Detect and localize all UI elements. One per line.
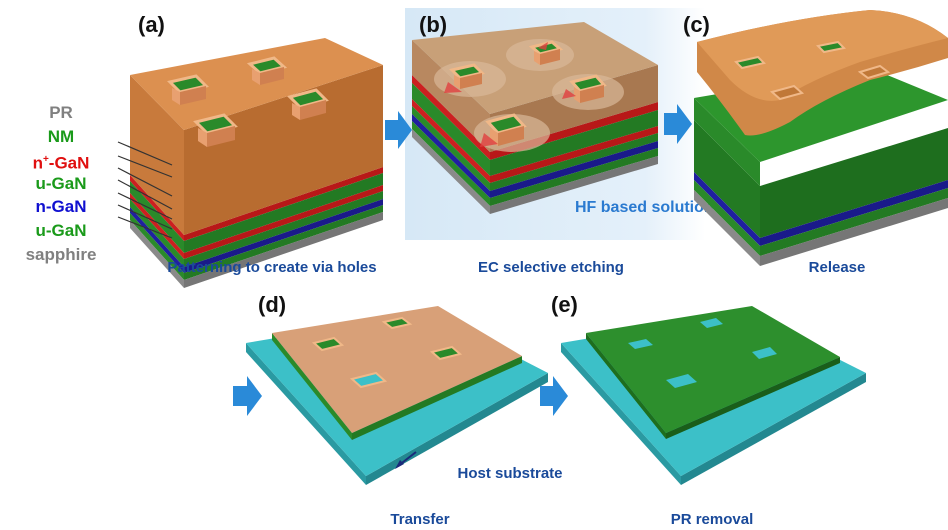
panel-e-membrane: [586, 306, 840, 439]
arrow-b-to-c: [664, 104, 692, 144]
panel-label-d: (d): [258, 292, 286, 317]
caption-b: EC selective etching: [478, 259, 624, 276]
hf-solution-label: HF based solution: [575, 199, 714, 216]
arrow-d-to-e: [540, 376, 568, 416]
layer-legend: PR NM n+-GaN u-GaN n-GaN u-GaN sapphire: [6, 101, 116, 266]
caption-d: Transfer: [390, 511, 449, 528]
legend-nm: NM: [47, 126, 75, 146]
panel-label-a: (a): [138, 12, 165, 37]
legend-leader-lines: [117, 141, 173, 239]
arrow-into-d: [233, 376, 262, 416]
panel-c-base-stack: [694, 68, 948, 266]
panel-c-released-membrane: [697, 10, 948, 136]
caption-a: Patterning to create via holes: [167, 259, 376, 276]
panel-d-membrane: [272, 306, 522, 440]
caption-e: PR removal: [671, 511, 754, 528]
panel-label-e: (e): [551, 292, 578, 317]
panel-label-c: (c): [683, 12, 710, 37]
legend-sapphire: sapphire: [25, 244, 97, 264]
legend-u-gan-top: u-GaN: [35, 173, 87, 193]
arrow-a-to-b: [385, 111, 412, 149]
via-hole: [167, 74, 209, 105]
caption-c: Release: [809, 259, 866, 276]
legend-n-gan: n-GaN: [35, 197, 87, 217]
panel-label-b: (b): [419, 12, 447, 37]
via-hole: [287, 88, 329, 120]
via-hole: [193, 113, 238, 147]
legend-u-gan-bottom: u-GaN: [35, 220, 87, 240]
legend-n-plus-gan: n+-GaN: [32, 153, 90, 173]
via-hole: [246, 56, 288, 85]
legend-pr: PR: [49, 103, 73, 122]
host-substrate-label: Host substrate: [457, 465, 562, 482]
panel-b-via-holes: [444, 40, 607, 147]
panel-a-via-holes: [167, 56, 329, 147]
